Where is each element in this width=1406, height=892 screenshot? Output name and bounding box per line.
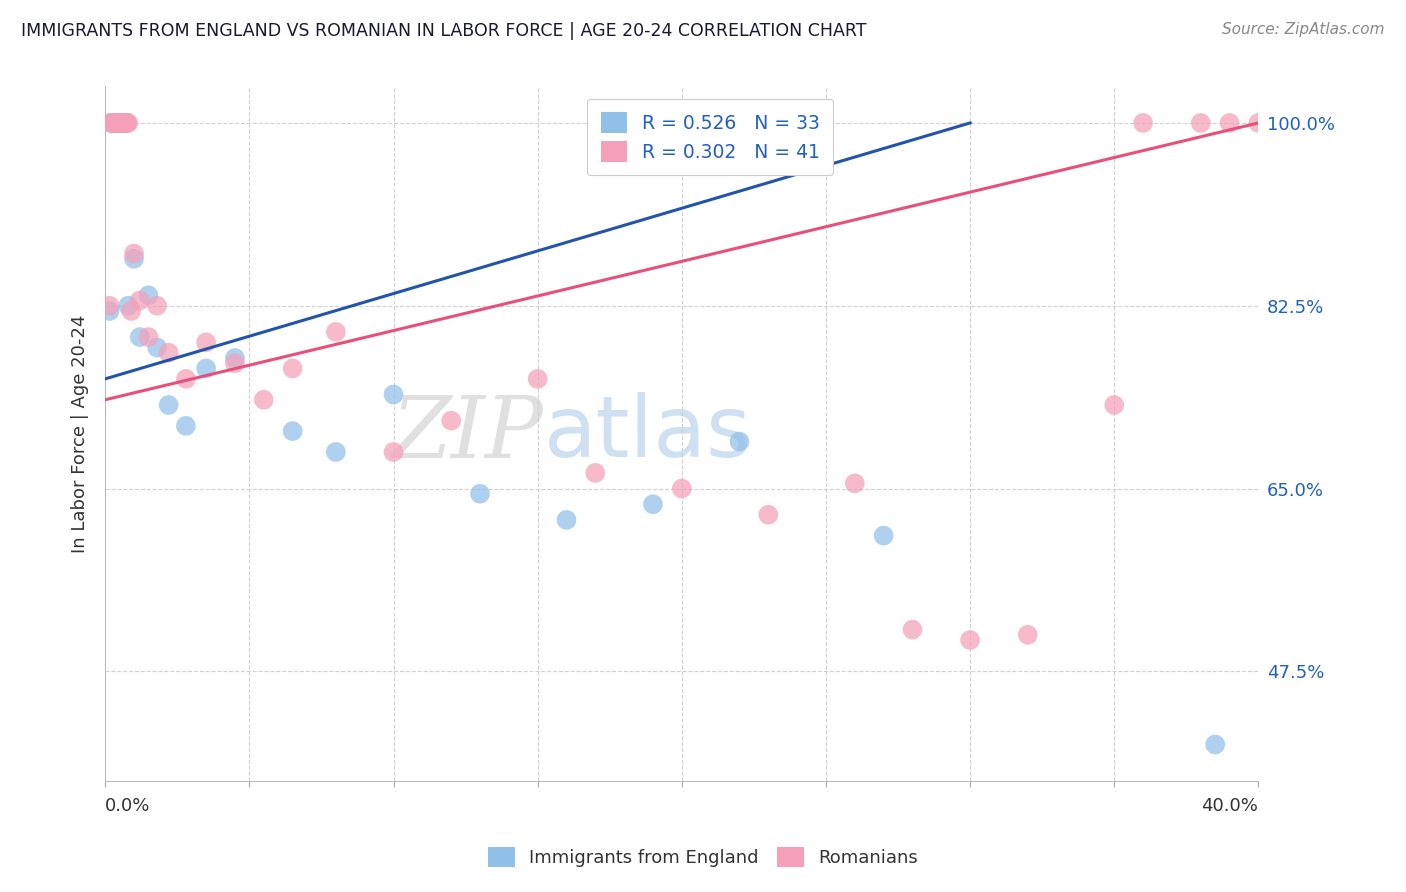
Point	[901, 623, 924, 637]
Point	[325, 325, 347, 339]
Point	[195, 335, 218, 350]
Text: 0.0%: 0.0%	[105, 797, 150, 814]
Point	[115, 116, 138, 130]
Point	[281, 424, 304, 438]
Point	[107, 116, 129, 130]
Point	[105, 116, 128, 130]
Point	[115, 116, 138, 130]
Point	[138, 288, 160, 302]
Point	[1247, 116, 1270, 130]
Point	[110, 116, 132, 130]
Point	[112, 116, 135, 130]
Text: Source: ZipAtlas.com: Source: ZipAtlas.com	[1222, 22, 1385, 37]
Point	[108, 116, 131, 130]
Point	[110, 116, 132, 130]
Point	[157, 345, 180, 359]
Point	[117, 299, 139, 313]
Point	[671, 482, 693, 496]
Point	[174, 418, 197, 433]
Point	[120, 304, 142, 318]
Point	[101, 116, 124, 130]
Point	[195, 361, 218, 376]
Point	[174, 372, 197, 386]
Point	[104, 116, 127, 130]
Point	[117, 116, 139, 130]
Point	[1204, 738, 1226, 752]
Point	[382, 387, 405, 401]
Point	[112, 116, 135, 130]
Point	[146, 341, 169, 355]
Point	[1219, 116, 1241, 130]
Point	[440, 414, 463, 428]
Point	[1189, 116, 1212, 130]
Point	[105, 116, 128, 130]
Text: IMMIGRANTS FROM ENGLAND VS ROMANIAN IN LABOR FORCE | AGE 20-24 CORRELATION CHART: IMMIGRANTS FROM ENGLAND VS ROMANIAN IN L…	[21, 22, 866, 40]
Point	[1104, 398, 1126, 412]
Legend: R = 0.526   N = 33, R = 0.302   N = 41: R = 0.526 N = 33, R = 0.302 N = 41	[588, 99, 832, 175]
Point	[128, 293, 150, 308]
Point	[103, 116, 125, 130]
Point	[526, 372, 548, 386]
Text: atlas: atlas	[544, 392, 751, 475]
Point	[98, 299, 121, 313]
Point	[157, 398, 180, 412]
Point	[105, 116, 128, 130]
Text: ZIP: ZIP	[391, 392, 544, 475]
Point	[100, 116, 122, 130]
Point	[253, 392, 276, 407]
Point	[872, 528, 894, 542]
Point	[959, 633, 981, 648]
Point	[100, 116, 122, 130]
Point	[107, 116, 129, 130]
Point	[138, 330, 160, 344]
Y-axis label: In Labor Force | Age 20-24: In Labor Force | Age 20-24	[72, 315, 89, 553]
Point	[114, 116, 136, 130]
Point	[114, 116, 136, 130]
Point	[105, 116, 128, 130]
Legend: Immigrants from England, Romanians: Immigrants from England, Romanians	[479, 838, 927, 876]
Point	[583, 466, 606, 480]
Point	[108, 116, 131, 130]
Point	[1132, 116, 1154, 130]
Point	[224, 356, 246, 370]
Point	[111, 116, 134, 130]
Point	[468, 487, 491, 501]
Point	[325, 445, 347, 459]
Point	[103, 116, 125, 130]
Point	[641, 497, 664, 511]
Point	[728, 434, 751, 449]
Point	[122, 252, 145, 266]
Point	[756, 508, 779, 522]
Point	[555, 513, 578, 527]
Point	[224, 351, 246, 365]
Point	[1017, 628, 1039, 642]
Point	[128, 330, 150, 344]
Point	[382, 445, 405, 459]
Text: 40.0%: 40.0%	[1202, 797, 1258, 814]
Point	[844, 476, 866, 491]
Point	[122, 246, 145, 260]
Point	[104, 116, 127, 130]
Point	[101, 116, 124, 130]
Point	[146, 299, 169, 313]
Point	[98, 304, 121, 318]
Point	[111, 116, 134, 130]
Point	[281, 361, 304, 376]
